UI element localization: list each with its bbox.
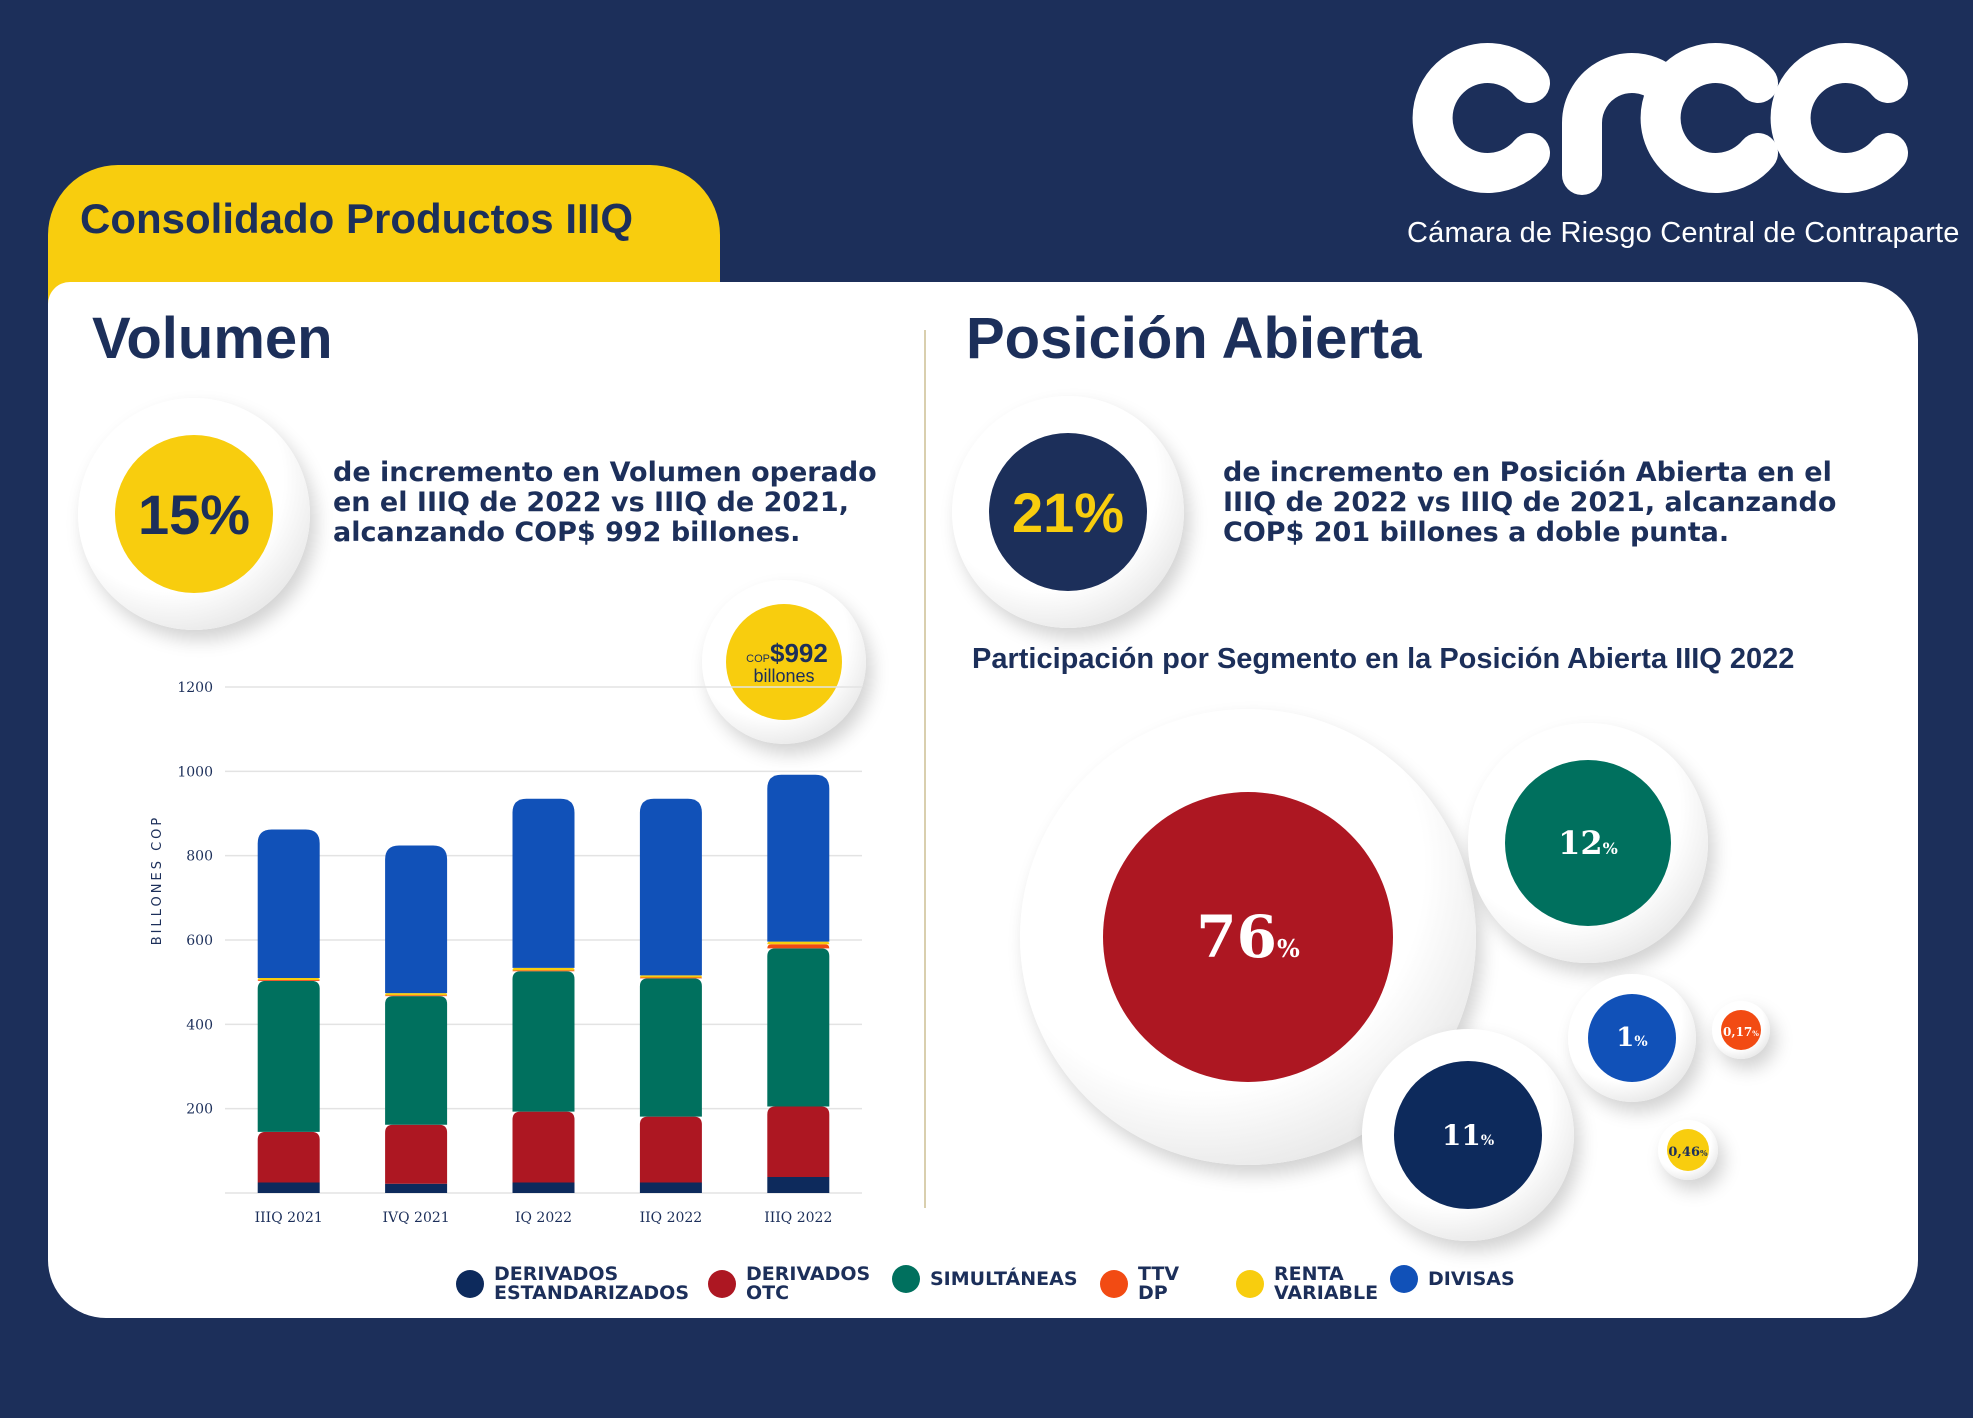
crcc-logo: Cámara de Riesgo Central de Contraparte xyxy=(1400,35,1959,255)
bubble-value: 0,17 xyxy=(1723,1024,1753,1039)
callout-prefix: COP xyxy=(746,652,770,665)
legend-item: RENTA VARIABLE xyxy=(1236,1265,1378,1303)
pie-chart-title: Participación por Segmento en la Posició… xyxy=(972,643,1795,675)
legend-label: DERIVADOS ESTANDARIZADOS xyxy=(494,1263,690,1304)
bubble-label: 0,46% xyxy=(1668,1141,1707,1160)
bubble-label: 12% xyxy=(1558,824,1618,862)
section-divider xyxy=(924,330,926,1208)
legend-label: RENTA VARIABLE xyxy=(1274,1263,1379,1304)
legend-item: DIVISAS xyxy=(1390,1265,1515,1293)
legend-swatch xyxy=(1100,1270,1128,1298)
bubble-divisas: 1% xyxy=(1588,994,1676,1082)
bubble-value: 11 xyxy=(1441,1118,1481,1152)
bubble-label: 0,17% xyxy=(1723,1021,1759,1040)
page-title: Consolidado Productos IIIQ xyxy=(80,195,634,242)
posicion-description-line: COP$ 201 billones a doble punta. xyxy=(1223,517,1730,548)
callout-badge: COP$992 billones xyxy=(726,604,842,720)
posicion-description-line: de incremento en Posición Abierta en el xyxy=(1223,457,1832,488)
legend-label: DIVISAS xyxy=(1428,1267,1515,1290)
bubble-value: 1 xyxy=(1616,1023,1635,1053)
legend-item: TTV DP xyxy=(1100,1265,1179,1303)
bubble-simultáneas: 12% xyxy=(1505,760,1671,926)
bubble-label: 1% xyxy=(1616,1023,1647,1053)
legend-swatch xyxy=(708,1270,736,1298)
bubble-label: 11% xyxy=(1442,1119,1494,1152)
posicion-title: Posición Abierta xyxy=(966,306,1422,371)
volumen-description-line: alcanzando COP$ 992 billones. xyxy=(333,517,801,548)
logo-subtitle: Cámara de Riesgo Central de Contraparte xyxy=(1407,217,1960,249)
callout-amount: COP$992 xyxy=(746,640,828,666)
bubble-unit: % xyxy=(1700,1147,1708,1158)
legend-label: DERIVADOS OTC xyxy=(746,1263,871,1304)
volumen-description-line: de incremento en Volumen operado xyxy=(333,457,877,488)
bubble-label: 76% xyxy=(1196,903,1300,971)
bubble-unit: % xyxy=(1634,1034,1648,1050)
bubble-value: 12 xyxy=(1558,824,1603,862)
bubble-unit: % xyxy=(1276,934,1300,963)
volumen-description-line: en el IIIQ de 2022 vs IIIQ de 2021, xyxy=(333,487,849,518)
posicion-description: de incremento en Posición Abierta en el … xyxy=(1223,458,1836,548)
bubble-ttv-dp: 0,17% xyxy=(1721,1010,1761,1050)
bubble-value: 76 xyxy=(1196,903,1277,971)
legend-label: SIMULTÁNEAS xyxy=(930,1267,1078,1290)
legend-swatch xyxy=(1390,1265,1418,1293)
posicion-kpi-value: 21% xyxy=(1011,480,1125,544)
posicion-kpi-badge: 21% xyxy=(989,433,1147,591)
callout-value: $992 xyxy=(770,637,828,668)
callout-unit: billones xyxy=(753,665,815,686)
legend-label: TTV DP xyxy=(1138,1263,1180,1304)
bubble-unit: % xyxy=(1602,839,1618,858)
volumen-title: Volumen xyxy=(92,306,333,371)
bubble-unit: % xyxy=(1480,1132,1495,1149)
crcc-logo-mark xyxy=(1412,43,1908,195)
legend-item: DERIVADOS OTC xyxy=(708,1265,870,1303)
legend-swatch xyxy=(1236,1270,1264,1298)
bubble-derivados-otc: 76% xyxy=(1103,792,1393,1082)
bubble-renta-variable: 0,46% xyxy=(1667,1129,1709,1171)
volumen-kpi-value: 15% xyxy=(137,482,251,546)
legend-swatch xyxy=(456,1270,484,1298)
legend-item: SIMULTÁNEAS xyxy=(892,1265,1078,1293)
bubble-unit: % xyxy=(1752,1028,1759,1038)
bubble-value: 0,46 xyxy=(1668,1144,1701,1160)
posicion-description-line: IIIQ de 2022 vs IIIQ de 2021, alcanzando xyxy=(1223,487,1837,518)
volumen-kpi-badge: 15% xyxy=(115,435,273,593)
legend-item: DERIVADOS ESTANDARIZADOS xyxy=(456,1265,689,1303)
bubble-derivados-estandarizados: 11% xyxy=(1394,1061,1542,1209)
volumen-description: de incremento en Volumen operado en el I… xyxy=(333,458,877,548)
legend-swatch xyxy=(892,1265,920,1293)
